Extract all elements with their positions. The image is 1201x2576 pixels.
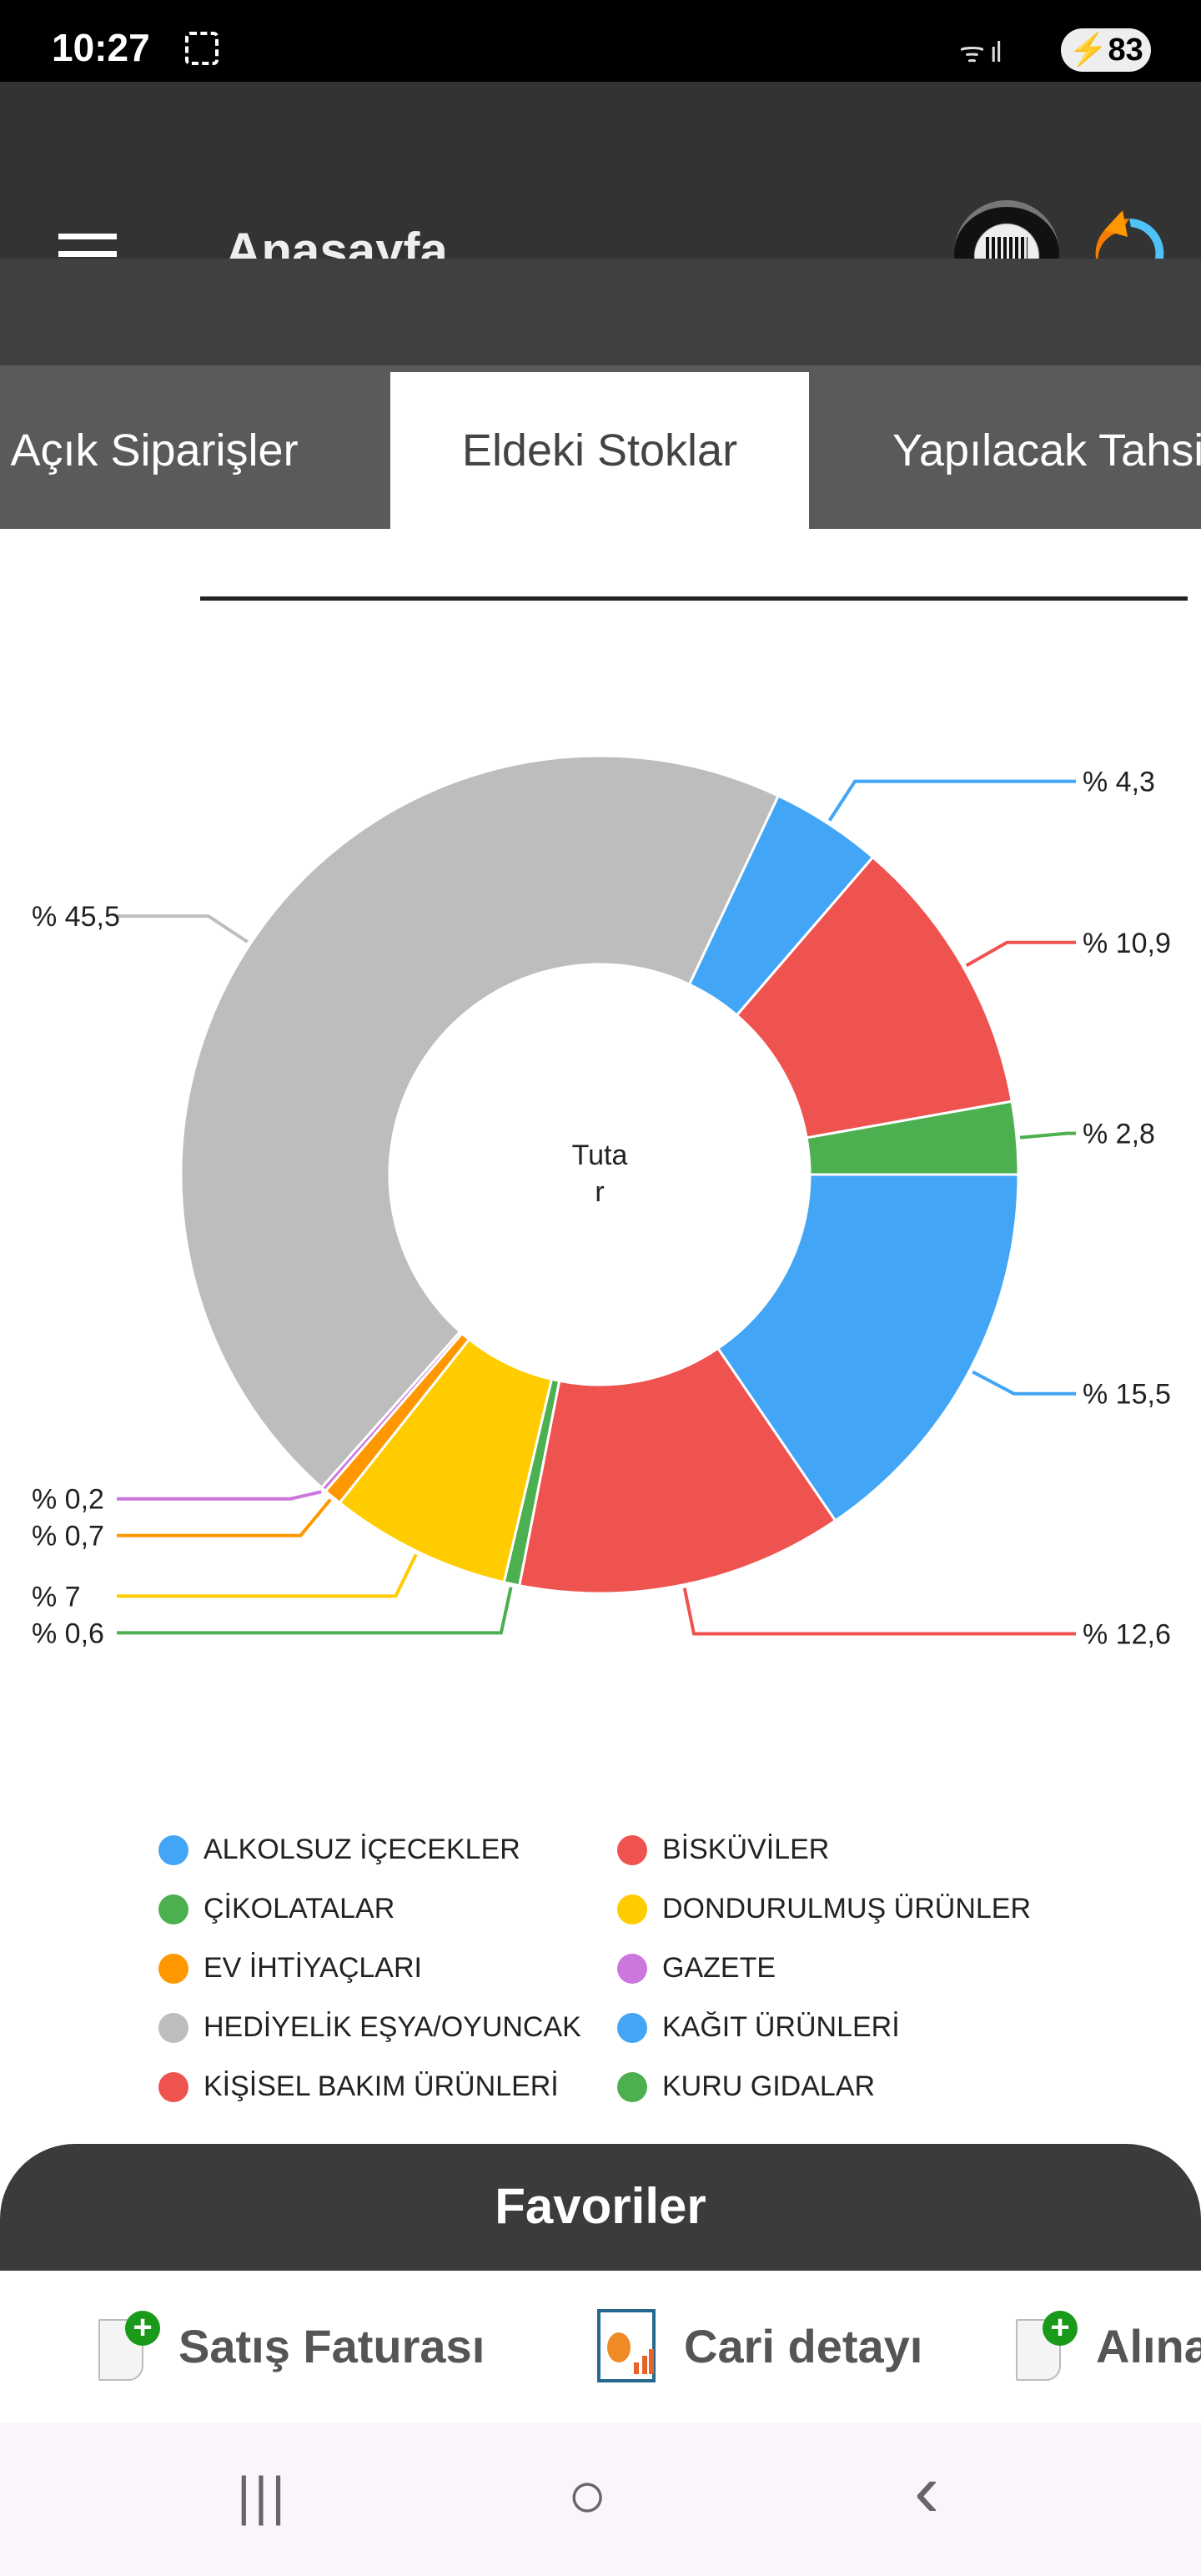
legend-item[interactable]: KAĞIT ÜRÜNLERİ <box>617 2011 900 2044</box>
legend-label: KURU GIDALAR <box>662 2070 876 2102</box>
legend-label: KAĞIT ÜRÜNLERİ <box>662 2011 900 2043</box>
legend-label: KİŞİSEL BAKIM ÜRÜNLERİ <box>204 2070 559 2102</box>
slice-label-7: % 4,3 <box>1083 767 1155 798</box>
slice-label-0: % 15,5 <box>1083 1379 1171 1411</box>
leader-line-0 <box>972 1370 1076 1396</box>
legend-label: ALKOLSUZ İÇECEKLER <box>204 1834 520 1865</box>
slice-label-1: % 12,6 <box>1083 1619 1171 1651</box>
tab-acik-siparisler[interactable]: Açık Siparişler <box>10 425 299 475</box>
favorite-alinan-faturasi[interactable]: + Alınan Faturası <box>1016 2304 1201 2387</box>
slice-label-2: % 0,6 <box>32 1618 104 1649</box>
favorites-header: Favoriler <box>0 2144 1201 2271</box>
slice-label-4: % 0,7 <box>32 1521 104 1552</box>
slice-label-3: % 7 <box>32 1581 81 1613</box>
legend-swatch <box>158 1953 188 1984</box>
legend-label: HEDİYELİK EŞYA/OYUNCAK <box>204 2011 581 2043</box>
tab-bar: Açık Siparişler Eldeki Stoklar Yapılacak… <box>0 365 1201 529</box>
slice-label-8: % 10,9 <box>1083 928 1171 959</box>
slice-label-5: % 0,2 <box>32 1484 104 1516</box>
app-bar: Anasayfa <box>0 82 1201 305</box>
tab-yapilacak-tahsilatlar[interactable]: Yapılacak Tahsilatlar <box>892 425 1201 475</box>
slice-label-6: % 45,5 <box>32 901 120 933</box>
center-text-line-2: r <box>595 1176 604 1208</box>
slice-6[interactable] <box>179 754 781 1490</box>
legend-item[interactable]: KİŞİSEL BAKIM ÜRÜNLERİ <box>158 2070 559 2103</box>
leader-line-8 <box>965 940 1076 968</box>
center-text-line-1: Tuta <box>572 1140 628 1171</box>
screenshot-icon <box>185 32 219 65</box>
leader-line-6 <box>117 914 249 943</box>
leader-line-7 <box>827 779 1076 822</box>
favorite-satis-faturasi[interactable]: + Satış Faturası <box>98 2304 485 2387</box>
barcode-input[interactable] <box>200 559 1188 601</box>
favorite-label: Cari detayı <box>684 2319 923 2372</box>
legend-label: BİSKÜVİLER <box>662 1834 830 1865</box>
signal-icon: ᯤ ıl <box>959 37 1002 68</box>
leader-line-9 <box>1019 1131 1076 1140</box>
legend-label: EV İHTİYAÇLARI <box>204 1952 422 1984</box>
report-icon <box>597 2309 656 2382</box>
slice-8[interactable] <box>735 855 1014 1140</box>
leader-line-5 <box>117 1490 322 1501</box>
system-nav-bar: ||| ○ ‹ <box>0 2423 1201 2576</box>
donut-chart: % 15,5 % 12,6 % 0,6 % 7 % 0,7 % 0,2 % 45,5 % 4,… <box>32 754 1171 1651</box>
favorite-label: Satış Faturası <box>178 2319 485 2372</box>
legend-item[interactable]: DONDURULMUŞ ÜRÜNLER <box>617 1893 1031 1925</box>
barcode-label: Barkod : <box>32 552 168 589</box>
legend-item[interactable]: KURU GIDALAR <box>617 2070 875 2103</box>
leader-line-4 <box>117 1498 332 1537</box>
legend-swatch <box>158 2012 188 2043</box>
leader-line-1 <box>682 1587 1076 1636</box>
legend-label: GAZETE <box>662 1952 776 1984</box>
favorite-label: Alınan Faturası <box>1096 2319 1201 2372</box>
document-add-icon: + <box>1016 2311 1078 2381</box>
legend-swatch <box>158 1834 188 1865</box>
favorites-row: + Satış Faturası Cari detayı + Alınan Fa… <box>0 2271 1201 2423</box>
legend-swatch <box>617 1953 647 1984</box>
legend-swatch <box>617 2071 647 2102</box>
favorite-cari-detayi[interactable]: Cari detayı <box>597 2304 922 2387</box>
slice-1[interactable] <box>517 1346 837 1595</box>
leader-line-3 <box>117 1553 418 1598</box>
legend-swatch <box>617 2012 647 2043</box>
tab-eldeki-stoklar[interactable]: Eldeki Stoklar <box>390 372 809 529</box>
status-bar: 10:27 ᯤ ıl ⚡83 <box>0 0 1201 82</box>
legend-item[interactable]: HEDİYELİK EŞYA/OYUNCAK <box>158 2011 581 2044</box>
legend-swatch <box>617 1894 647 1924</box>
leader-line-2 <box>117 1587 513 1635</box>
recents-button[interactable]: ||| <box>237 2466 289 2526</box>
document-add-icon: + <box>98 2311 160 2381</box>
battery-indicator: ⚡83 <box>1061 28 1151 72</box>
battery-level: 83 <box>1108 33 1143 68</box>
back-button[interactable]: ‹ <box>914 2449 939 2533</box>
legend-swatch <box>158 1894 188 1924</box>
slice-9[interactable] <box>805 1099 1020 1176</box>
barcode-row: Barkod : <box>0 259 1201 601</box>
slice-0[interactable] <box>716 1173 1020 1523</box>
legend-item[interactable]: EV İHTİYAÇLARI <box>158 1952 422 1985</box>
status-time: 10:27 <box>52 26 150 69</box>
legend-item[interactable]: BİSKÜVİLER <box>617 1834 829 1866</box>
legend-swatch <box>158 2071 188 2102</box>
legend-label: ÇİKOLATALAR <box>204 1893 395 1924</box>
home-button[interactable]: ○ <box>567 2458 608 2532</box>
legend-item[interactable]: ÇİKOLATALAR <box>158 1893 394 1925</box>
legend-item[interactable]: GAZETE <box>617 1952 776 1985</box>
legend-item[interactable]: ALKOLSUZ İÇECEKLER <box>158 1834 520 1866</box>
legend-label: DONDURULMUŞ ÜRÜNLER <box>662 1893 1032 1924</box>
legend-swatch <box>617 1834 647 1865</box>
slice-label-9: % 2,8 <box>1083 1119 1155 1150</box>
